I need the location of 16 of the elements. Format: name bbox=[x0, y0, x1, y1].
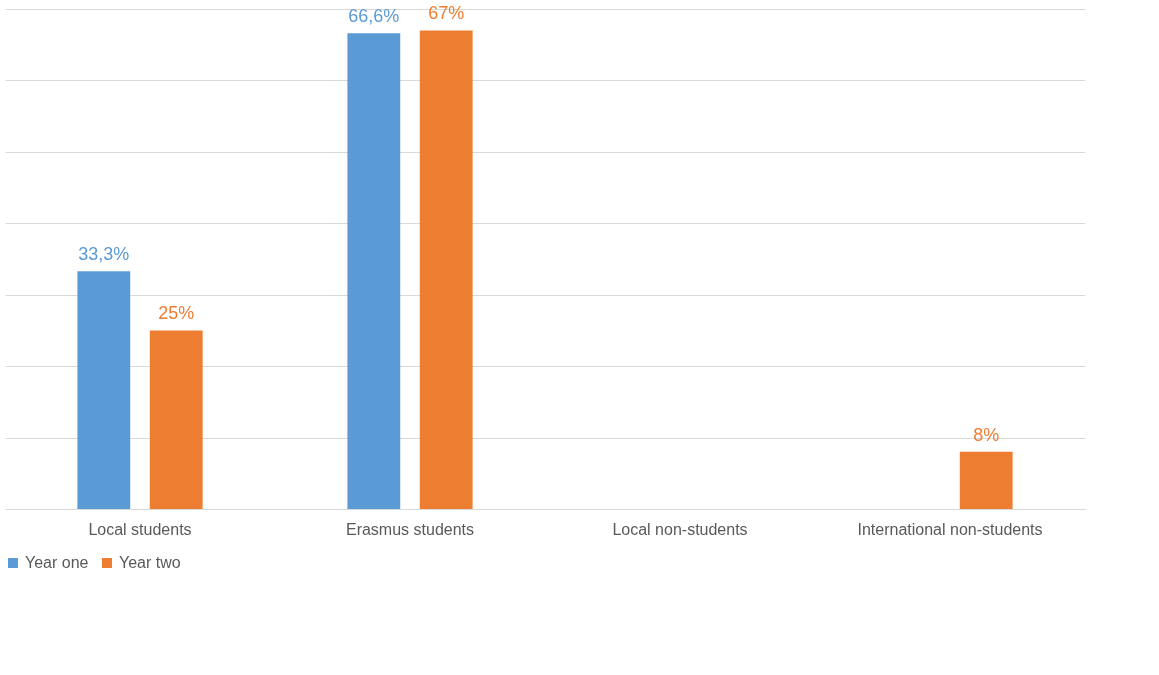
data-label: 66,6% bbox=[348, 6, 400, 27]
legend-label: Year one bbox=[25, 554, 89, 571]
data-label: 33,3% bbox=[78, 244, 130, 265]
data-label: 8% bbox=[973, 424, 1000, 445]
bar bbox=[347, 33, 401, 509]
bar bbox=[149, 330, 203, 509]
bar bbox=[77, 271, 131, 509]
legend-label: Year two bbox=[119, 554, 181, 571]
x-tick-label: International non-students bbox=[857, 520, 1043, 538]
x-tick-label: Local non-students bbox=[612, 520, 748, 538]
x-tick-label: Erasmus students bbox=[345, 520, 475, 538]
data-label: 67% bbox=[428, 3, 465, 24]
bar bbox=[959, 451, 1013, 509]
bar bbox=[419, 30, 473, 509]
x-tick-label: Local students bbox=[88, 520, 192, 538]
data-label: 25% bbox=[158, 303, 195, 324]
